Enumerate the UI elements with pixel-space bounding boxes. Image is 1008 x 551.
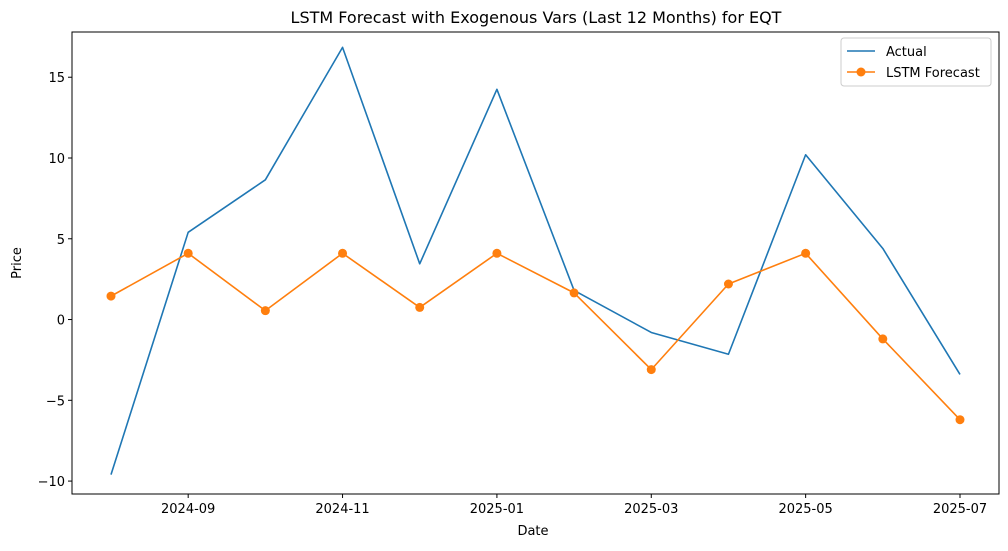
y-tick-label: 0 bbox=[57, 314, 65, 329]
data-point-lstm-forecast bbox=[955, 415, 965, 425]
legend-marker-lstm-forecast bbox=[856, 67, 866, 77]
legend-label-lstm-forecast: LSTM Forecast bbox=[886, 66, 980, 81]
x-axis: 2024-09 2024-11 2025-01 2025-03 2025-05 2025-… bbox=[161, 494, 987, 517]
x-axis-label: Date bbox=[517, 524, 548, 539]
plot-area bbox=[72, 32, 999, 494]
data-point-lstm-forecast bbox=[415, 302, 425, 312]
y-tick-label: 10 bbox=[48, 152, 65, 167]
data-point-lstm-forecast bbox=[569, 288, 579, 298]
data-point-lstm-forecast bbox=[338, 248, 348, 258]
x-tick-label: 2025-01 bbox=[470, 502, 524, 517]
data-point-lstm-forecast bbox=[878, 334, 888, 344]
legend-box bbox=[840, 37, 992, 87]
plot-frame bbox=[71, 31, 1000, 495]
data-point-lstm-forecast bbox=[183, 248, 193, 258]
data-point-lstm-forecast bbox=[723, 279, 733, 289]
data-point-lstm-forecast bbox=[106, 291, 116, 301]
y-tick-label: 5 bbox=[57, 233, 65, 248]
data-point-lstm-forecast bbox=[646, 365, 656, 375]
y-axis-label: Price bbox=[10, 247, 25, 279]
y-tick-label: −5 bbox=[46, 394, 65, 409]
data-point-lstm-forecast bbox=[492, 248, 502, 258]
x-tick-label: 2024-11 bbox=[315, 502, 369, 517]
series-layer bbox=[106, 46, 965, 475]
x-tick-label: 2025-07 bbox=[933, 502, 987, 517]
y-tick-label: −10 bbox=[38, 475, 65, 490]
series-line-actual bbox=[110, 46, 961, 475]
x-tick-label: 2025-03 bbox=[624, 502, 678, 517]
data-point-lstm-forecast bbox=[801, 248, 811, 258]
x-tick-label: 2025-05 bbox=[778, 502, 832, 517]
chart-title: LSTM Forecast with Exogenous Vars (Last … bbox=[291, 8, 782, 27]
y-tick-label: 15 bbox=[48, 71, 65, 86]
legend-label-actual: Actual bbox=[886, 45, 927, 60]
legend: Actual LSTM Forecast bbox=[840, 37, 992, 87]
x-tick-label: 2024-09 bbox=[161, 502, 215, 517]
data-point-lstm-forecast bbox=[260, 306, 270, 316]
y-axis: −10 −5 0 5 10 15 bbox=[38, 71, 72, 490]
series-line-lstm-forecast bbox=[110, 252, 961, 421]
